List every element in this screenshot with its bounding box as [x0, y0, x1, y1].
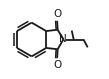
Text: O: O: [53, 9, 61, 19]
Text: O: O: [53, 60, 61, 70]
Text: N: N: [60, 35, 67, 44]
